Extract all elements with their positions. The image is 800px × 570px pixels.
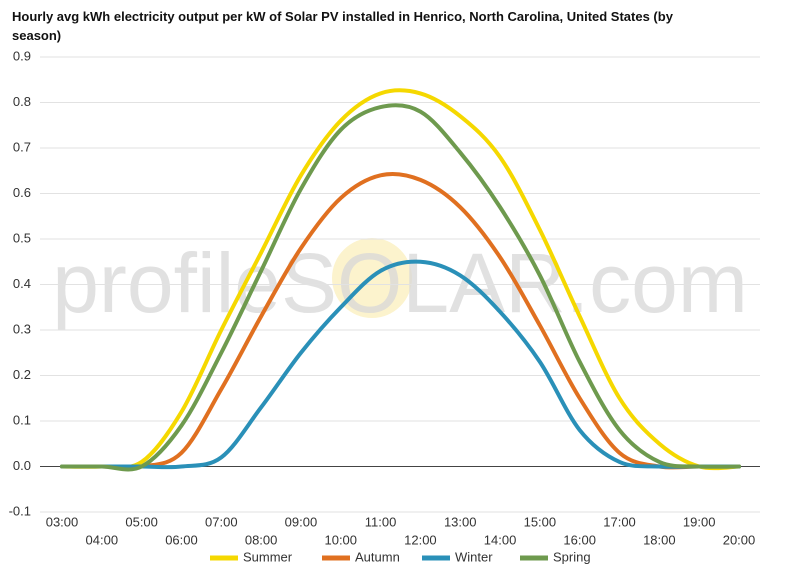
x-tick-label: 16:00 xyxy=(563,532,596,547)
x-tick-label: 13:00 xyxy=(444,514,477,529)
y-tick-label: 0.6 xyxy=(13,185,31,200)
x-tick-label: 09:00 xyxy=(285,514,318,529)
legend-label: Winter xyxy=(455,549,493,564)
x-tick-label: 04:00 xyxy=(86,532,119,547)
series-line xyxy=(60,88,741,471)
y-tick-label: 0.0 xyxy=(13,458,31,473)
x-tick-label: 14:00 xyxy=(484,532,517,547)
y-tick-label: 0.5 xyxy=(13,230,31,245)
y-tick-label: 0.4 xyxy=(13,276,31,291)
x-tick-label: 07:00 xyxy=(205,514,238,529)
series-line xyxy=(60,259,741,470)
legend-label: Autumn xyxy=(355,549,400,564)
series-line xyxy=(60,103,741,472)
x-tick-label: 10:00 xyxy=(324,532,357,547)
x-tick-label: 19:00 xyxy=(683,514,716,529)
x-tick-label: 11:00 xyxy=(365,514,397,529)
y-tick-label: 0.7 xyxy=(13,139,31,154)
x-tick-label: 12:00 xyxy=(404,532,437,547)
y-tick-label: 0.1 xyxy=(13,412,31,427)
series-line xyxy=(60,171,741,470)
y-tick-label: -0.1 xyxy=(9,503,31,518)
x-tick-label: 03:00 xyxy=(46,514,79,529)
x-tick-label: 15:00 xyxy=(524,514,557,529)
x-tick-label: 06:00 xyxy=(165,532,198,547)
x-tick-label: 08:00 xyxy=(245,532,278,547)
y-tick-label: 0.3 xyxy=(13,321,31,336)
legend-label: Summer xyxy=(243,549,293,564)
x-tick-label: 18:00 xyxy=(643,532,676,547)
y-tick-label: 0.2 xyxy=(13,367,31,382)
y-tick-label: 0.8 xyxy=(13,94,31,109)
chart-title: Hourly avg kWh electricity output per kW… xyxy=(12,9,674,43)
y-tick-label: 0.9 xyxy=(13,48,31,63)
watermark: profileSOLAR.com xyxy=(52,236,748,330)
x-tick-label: 20:00 xyxy=(723,532,756,547)
x-tick-label: 05:00 xyxy=(125,514,158,529)
x-tick-label: 17:00 xyxy=(603,514,636,529)
legend-label: Spring xyxy=(553,549,591,564)
